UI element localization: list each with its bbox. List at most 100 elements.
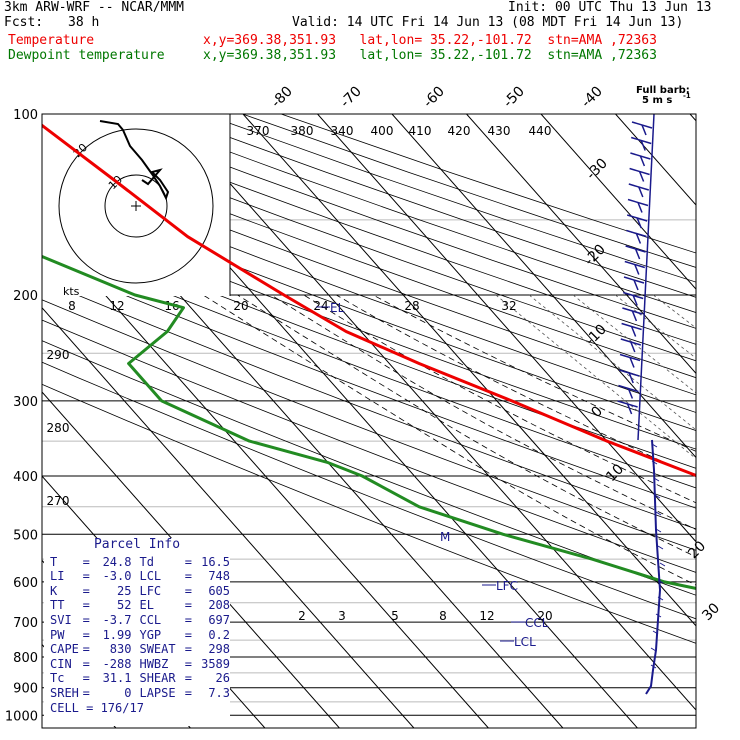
forecast-hour: 38 h bbox=[68, 15, 100, 30]
parcel-value: 208 bbox=[208, 598, 230, 613]
parcel-equals: = bbox=[184, 642, 192, 657]
wind-barb bbox=[659, 562, 666, 567]
dry-adiabat-line bbox=[203, 114, 696, 283]
wind-barb bbox=[651, 443, 658, 448]
temperature-profile-line bbox=[42, 123, 696, 478]
isotherm-line bbox=[317, 114, 696, 543]
sounding-profiles bbox=[42, 123, 696, 590]
isotherm-tick-label: -30 bbox=[583, 155, 610, 182]
parcel-value: 7.3 bbox=[208, 685, 230, 700]
wind-barb bbox=[657, 596, 664, 601]
parcel-info-row: K = 25 LFC = 605 bbox=[44, 584, 230, 599]
isotherm-line bbox=[540, 114, 696, 290]
isotherm-tick-label: -50 bbox=[500, 83, 527, 110]
parcel-equals: = bbox=[82, 612, 90, 627]
wind-barb-flag bbox=[636, 217, 642, 229]
parcel-equals: = bbox=[184, 627, 192, 642]
mixing-ratio-line bbox=[572, 294, 696, 394]
parcel-key: Td bbox=[139, 554, 154, 569]
dry-adiabat-line bbox=[42, 319, 696, 573]
dry-adiabat-line bbox=[42, 361, 696, 620]
parcel-key: SVI bbox=[50, 612, 72, 627]
parcel-value: 3589 bbox=[201, 656, 230, 671]
lcl-marker: LCL bbox=[514, 635, 536, 649]
ccl-marker: CCL bbox=[525, 616, 549, 630]
wind-barb-flag bbox=[639, 155, 646, 167]
parcel-equals: = bbox=[82, 583, 90, 598]
wind-legend-title: Full barb: bbox=[636, 85, 690, 96]
isotherm-tick-label: -80 bbox=[268, 83, 295, 110]
theta-label: 420 bbox=[448, 124, 471, 138]
wind-barb-flag bbox=[638, 171, 645, 182]
isotherm-line bbox=[689, 114, 696, 122]
wind-trace-line bbox=[645, 439, 662, 695]
wind-barb-flag bbox=[637, 202, 643, 213]
parcel-info-table: T = 24.8 Td = 16.5 LI = -3.0 LCL = 748 K = 25 LFC = 605 TT… bbox=[44, 555, 230, 701]
mixing-ratio-label: 12 bbox=[109, 299, 124, 313]
parcel-equals: = bbox=[82, 598, 90, 613]
moist-adiabat-line bbox=[202, 294, 696, 586]
parcel-equals: = bbox=[184, 685, 192, 700]
parcel-equals: = bbox=[184, 554, 192, 569]
parcel-key: LFC bbox=[139, 583, 162, 598]
isotherm-line bbox=[42, 307, 415, 728]
pressure-tick-label: 100 bbox=[13, 108, 38, 123]
parcel-value: 748 bbox=[208, 569, 230, 584]
forecast-label: Fcst: bbox=[4, 15, 44, 30]
parcel-info-row: CIN = -288 HWBZ = 3589 bbox=[44, 657, 230, 672]
isotherm-tick-label: -40 bbox=[578, 83, 605, 110]
mixing-ratio-label: 3 bbox=[338, 609, 346, 623]
wind-barb-flag bbox=[630, 341, 636, 353]
isotherm-tick-label: 0 bbox=[588, 403, 606, 421]
dry-adiabat-line bbox=[42, 173, 696, 413]
wind-barb bbox=[655, 511, 662, 516]
mixing-ratio-label: 8 bbox=[68, 299, 76, 313]
pressure-tick-label: 1000 bbox=[5, 709, 38, 724]
parcel-equals: = bbox=[184, 598, 192, 613]
wind-barb-flag bbox=[632, 295, 638, 306]
isotherm-tick-label: 10 bbox=[603, 461, 627, 485]
parcel-key: CAPE bbox=[50, 642, 79, 657]
parcel-value: 1.99 bbox=[102, 627, 132, 642]
dry-adiabat-line bbox=[42, 260, 696, 509]
parcel-info-row: SREH = 0 LAPSE = 7.3 bbox=[44, 686, 230, 701]
dry-adiabat-line bbox=[42, 140, 696, 379]
dewpoint-profile-line bbox=[42, 254, 696, 590]
parcel-info-row: PW = 1.99 YGP = 0.2 bbox=[44, 628, 230, 643]
moist-adiabat-line bbox=[372, 294, 696, 452]
isotherm-line bbox=[0, 114, 41, 728]
theta-label: 280 bbox=[47, 421, 70, 435]
wind-barb-flag bbox=[634, 248, 641, 260]
wind-barb-flag bbox=[630, 326, 637, 337]
parcel-info-row: CAPE = 830 SWEAT = 298 bbox=[44, 642, 230, 657]
isotherm-tick-label: -60 bbox=[420, 83, 447, 110]
dewpoint-legend: Dewpoint temperature bbox=[8, 48, 165, 63]
parcel-key: EL bbox=[139, 598, 154, 613]
parcel-key: SREH bbox=[50, 685, 79, 700]
mixing-ratio-label: 8 bbox=[439, 609, 447, 623]
isotherm-line bbox=[242, 114, 696, 627]
wind-barb bbox=[650, 647, 657, 652]
dewpoint-location: x,y=369.38,351.93 lat,lon= 35.22,-101.72… bbox=[203, 48, 657, 63]
wind-barb bbox=[655, 528, 662, 533]
pressure-tick-label: 900 bbox=[13, 682, 38, 697]
parcel-key: T bbox=[50, 554, 58, 569]
hodograph-trace bbox=[99, 120, 170, 201]
pressure-tick-label: 800 bbox=[13, 651, 38, 666]
parcel-info-row: Tc = 31.1 SHEAR = 26 bbox=[44, 671, 230, 686]
parcel-equals: = bbox=[82, 569, 90, 584]
wind-barb-flag bbox=[629, 357, 635, 368]
mixing-ratio-label: 5 bbox=[391, 609, 399, 623]
wind-barb bbox=[652, 630, 659, 635]
isotherm-tick-label: -10 bbox=[582, 321, 609, 348]
theta-label: 380 bbox=[291, 124, 314, 138]
parcel-key: SHEAR bbox=[139, 671, 176, 686]
wind-barb-flag bbox=[641, 124, 647, 136]
parcel-value: 52 bbox=[117, 598, 132, 613]
wind-legend-exponent: -1 bbox=[683, 92, 691, 100]
dry-adiabat-line bbox=[42, 242, 696, 489]
theta-label: 370 bbox=[247, 124, 270, 138]
isotherm-line bbox=[42, 222, 489, 728]
isotherm-line bbox=[391, 114, 696, 459]
mixing-ratio-label: 12 bbox=[479, 609, 494, 623]
